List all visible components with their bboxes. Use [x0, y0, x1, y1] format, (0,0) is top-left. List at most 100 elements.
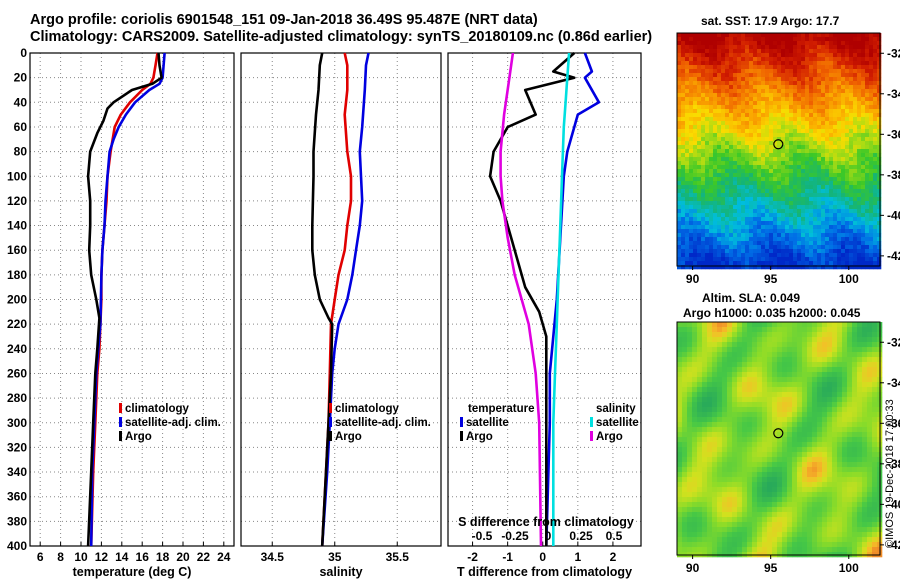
legend-group-title: salinity: [596, 403, 636, 415]
y-tick-label: 40: [14, 95, 28, 109]
sla-map-title: Altim. SLA: 0.049: [702, 291, 801, 305]
legend-entry: satellite-adj. clim.: [125, 417, 221, 429]
x-tick-label: 35.5: [386, 550, 410, 564]
x-axis-label: salinity: [319, 565, 362, 579]
profile-title: Argo profile: coriolis 6901548_151 09-Ja…: [30, 12, 538, 28]
plot-frame: [447, 52, 642, 547]
legend-entry: satellite-adj. clim.: [335, 417, 431, 429]
secondary-x-tick-label: 0: [545, 529, 552, 543]
series-line-temperature-satellite: [545, 52, 601, 547]
legend-entry: Argo: [466, 431, 493, 443]
profile-panel-2: 34.5 35 35.5 salinity: [240, 52, 442, 579]
map-frame: [676, 321, 881, 556]
x-tick-label: 10: [74, 550, 88, 564]
map-lat-label: -38: [887, 168, 900, 182]
x-tick-label: 0: [539, 550, 546, 564]
x-tick-label: 14: [115, 550, 129, 564]
legend-panel-3: temperature satellite Argo salinity satellit…: [458, 403, 639, 543]
argo-location-marker: [773, 428, 784, 439]
x-tick-label: 2: [610, 550, 617, 564]
legend-entry: climatology: [335, 403, 400, 415]
y-tick-label: 60: [14, 120, 28, 134]
map-lat-label: -40: [887, 208, 900, 222]
x-tick-label: 16: [136, 550, 150, 564]
map-lat-label: -34: [887, 376, 900, 390]
y-tick-label: 160: [7, 243, 27, 257]
x-tick-label: -2: [467, 550, 478, 564]
map-lat-label: -40: [887, 497, 900, 511]
map-lon-label: 90: [686, 561, 700, 575]
x-tick-label: 20: [176, 550, 190, 564]
x-tick-label: 35: [328, 550, 342, 564]
legend-panel-1: climatology satellite-adj. clim. Argo: [119, 403, 221, 443]
climatology-title: Climatology: CARS2009. Satellite-adjuste…: [30, 29, 653, 45]
y-tick-label: 280: [7, 391, 27, 405]
map-lon-label: 90: [686, 272, 700, 286]
map-lat-label: -36: [887, 416, 900, 430]
y-tick-label: 140: [7, 219, 27, 233]
y-tick-label: 100: [7, 169, 27, 183]
secondary-x-tick-label: 0.5: [606, 529, 623, 543]
y-tick-label: 200: [7, 293, 27, 307]
x-tick-label: 22: [197, 550, 211, 564]
plot-frame: [240, 52, 442, 547]
x-tick-label: 34.5: [261, 550, 285, 564]
y-tick-label: 300: [7, 416, 27, 430]
map-lat-label: -42: [887, 249, 900, 263]
secondary-x-axis-label: S difference from climatology: [458, 515, 634, 529]
y-tick-label: 120: [7, 194, 27, 208]
legend-entry: climatology: [125, 403, 190, 415]
sst-map-title: sat. SST: 17.9 Argo: 17.7: [701, 14, 840, 28]
y-tick-label: 80: [14, 145, 28, 159]
y-tick-label: 240: [7, 342, 27, 356]
x-tick-label: 8: [57, 550, 64, 564]
secondary-x-tick-label: -0.5: [472, 529, 493, 543]
map-lon-label: 100: [839, 561, 859, 575]
map-lat-label: -34: [887, 87, 900, 101]
legend-swatch: [119, 431, 122, 441]
legend-entry: Argo: [125, 431, 152, 443]
profile-panel-3: -2 -1 0 1 2T difference from climatology: [447, 52, 642, 579]
x-tick-label: 1: [574, 550, 581, 564]
series-line-argo: [86, 52, 163, 547]
x-axis-label: temperature (deg C): [73, 565, 192, 579]
series-line-salinity-argo: [499, 52, 543, 547]
x-axis-label: T difference from climatology: [457, 565, 632, 579]
legend-entry: Argo: [596, 431, 623, 443]
x-tick-label: 6: [37, 550, 44, 564]
sla-map: -32 -34 -36 -38 -40 -42 90 95 100: [676, 321, 900, 575]
y-tick-label: 0: [20, 46, 27, 60]
x-tick-label: 12: [95, 550, 109, 564]
map-lon-label: 95: [764, 272, 778, 286]
y-tick-label: 260: [7, 366, 27, 380]
sla-map-subtitle: Argo h1000: 0.035 h2000: 0.045: [683, 306, 861, 320]
map-lon-label: 95: [764, 561, 778, 575]
series-line-argo: [310, 52, 334, 547]
y-tick-label: 360: [7, 490, 27, 504]
y-tick-label: 340: [7, 465, 27, 479]
legend-swatch: [119, 403, 122, 413]
plot-frame: [29, 52, 235, 547]
x-tick-label: 24: [217, 550, 231, 564]
map-lat-label: -32: [887, 46, 900, 60]
legend-swatch: [329, 431, 332, 441]
legend-swatch: [590, 431, 593, 441]
legend-swatch: [329, 417, 332, 427]
legend-entry: satellite: [596, 417, 639, 429]
legend-panel-2: climatology satellite-adj. clim. Argo: [329, 403, 431, 443]
y-tick-label: 180: [7, 268, 27, 282]
map-lat-label: -38: [887, 457, 900, 471]
legend-entry: satellite: [466, 417, 509, 429]
secondary-x-tick-label: 0.25: [569, 529, 593, 543]
profile-panel-1: 6 8 10 12 14 16 18 20 22 240204060801001201401601…: [7, 46, 235, 579]
legend-swatch: [329, 403, 332, 413]
legend-swatch: [119, 417, 122, 427]
y-tick-label: 400: [7, 539, 27, 553]
legend-swatch: [460, 417, 463, 427]
x-tick-label: 18: [156, 550, 170, 564]
sst-map: -32 -34 -36 -38 -40 -42 90 95 100: [676, 32, 900, 286]
map-lon-label: 100: [839, 272, 859, 286]
legend-swatch: [590, 417, 593, 427]
map-frame: [676, 32, 881, 267]
